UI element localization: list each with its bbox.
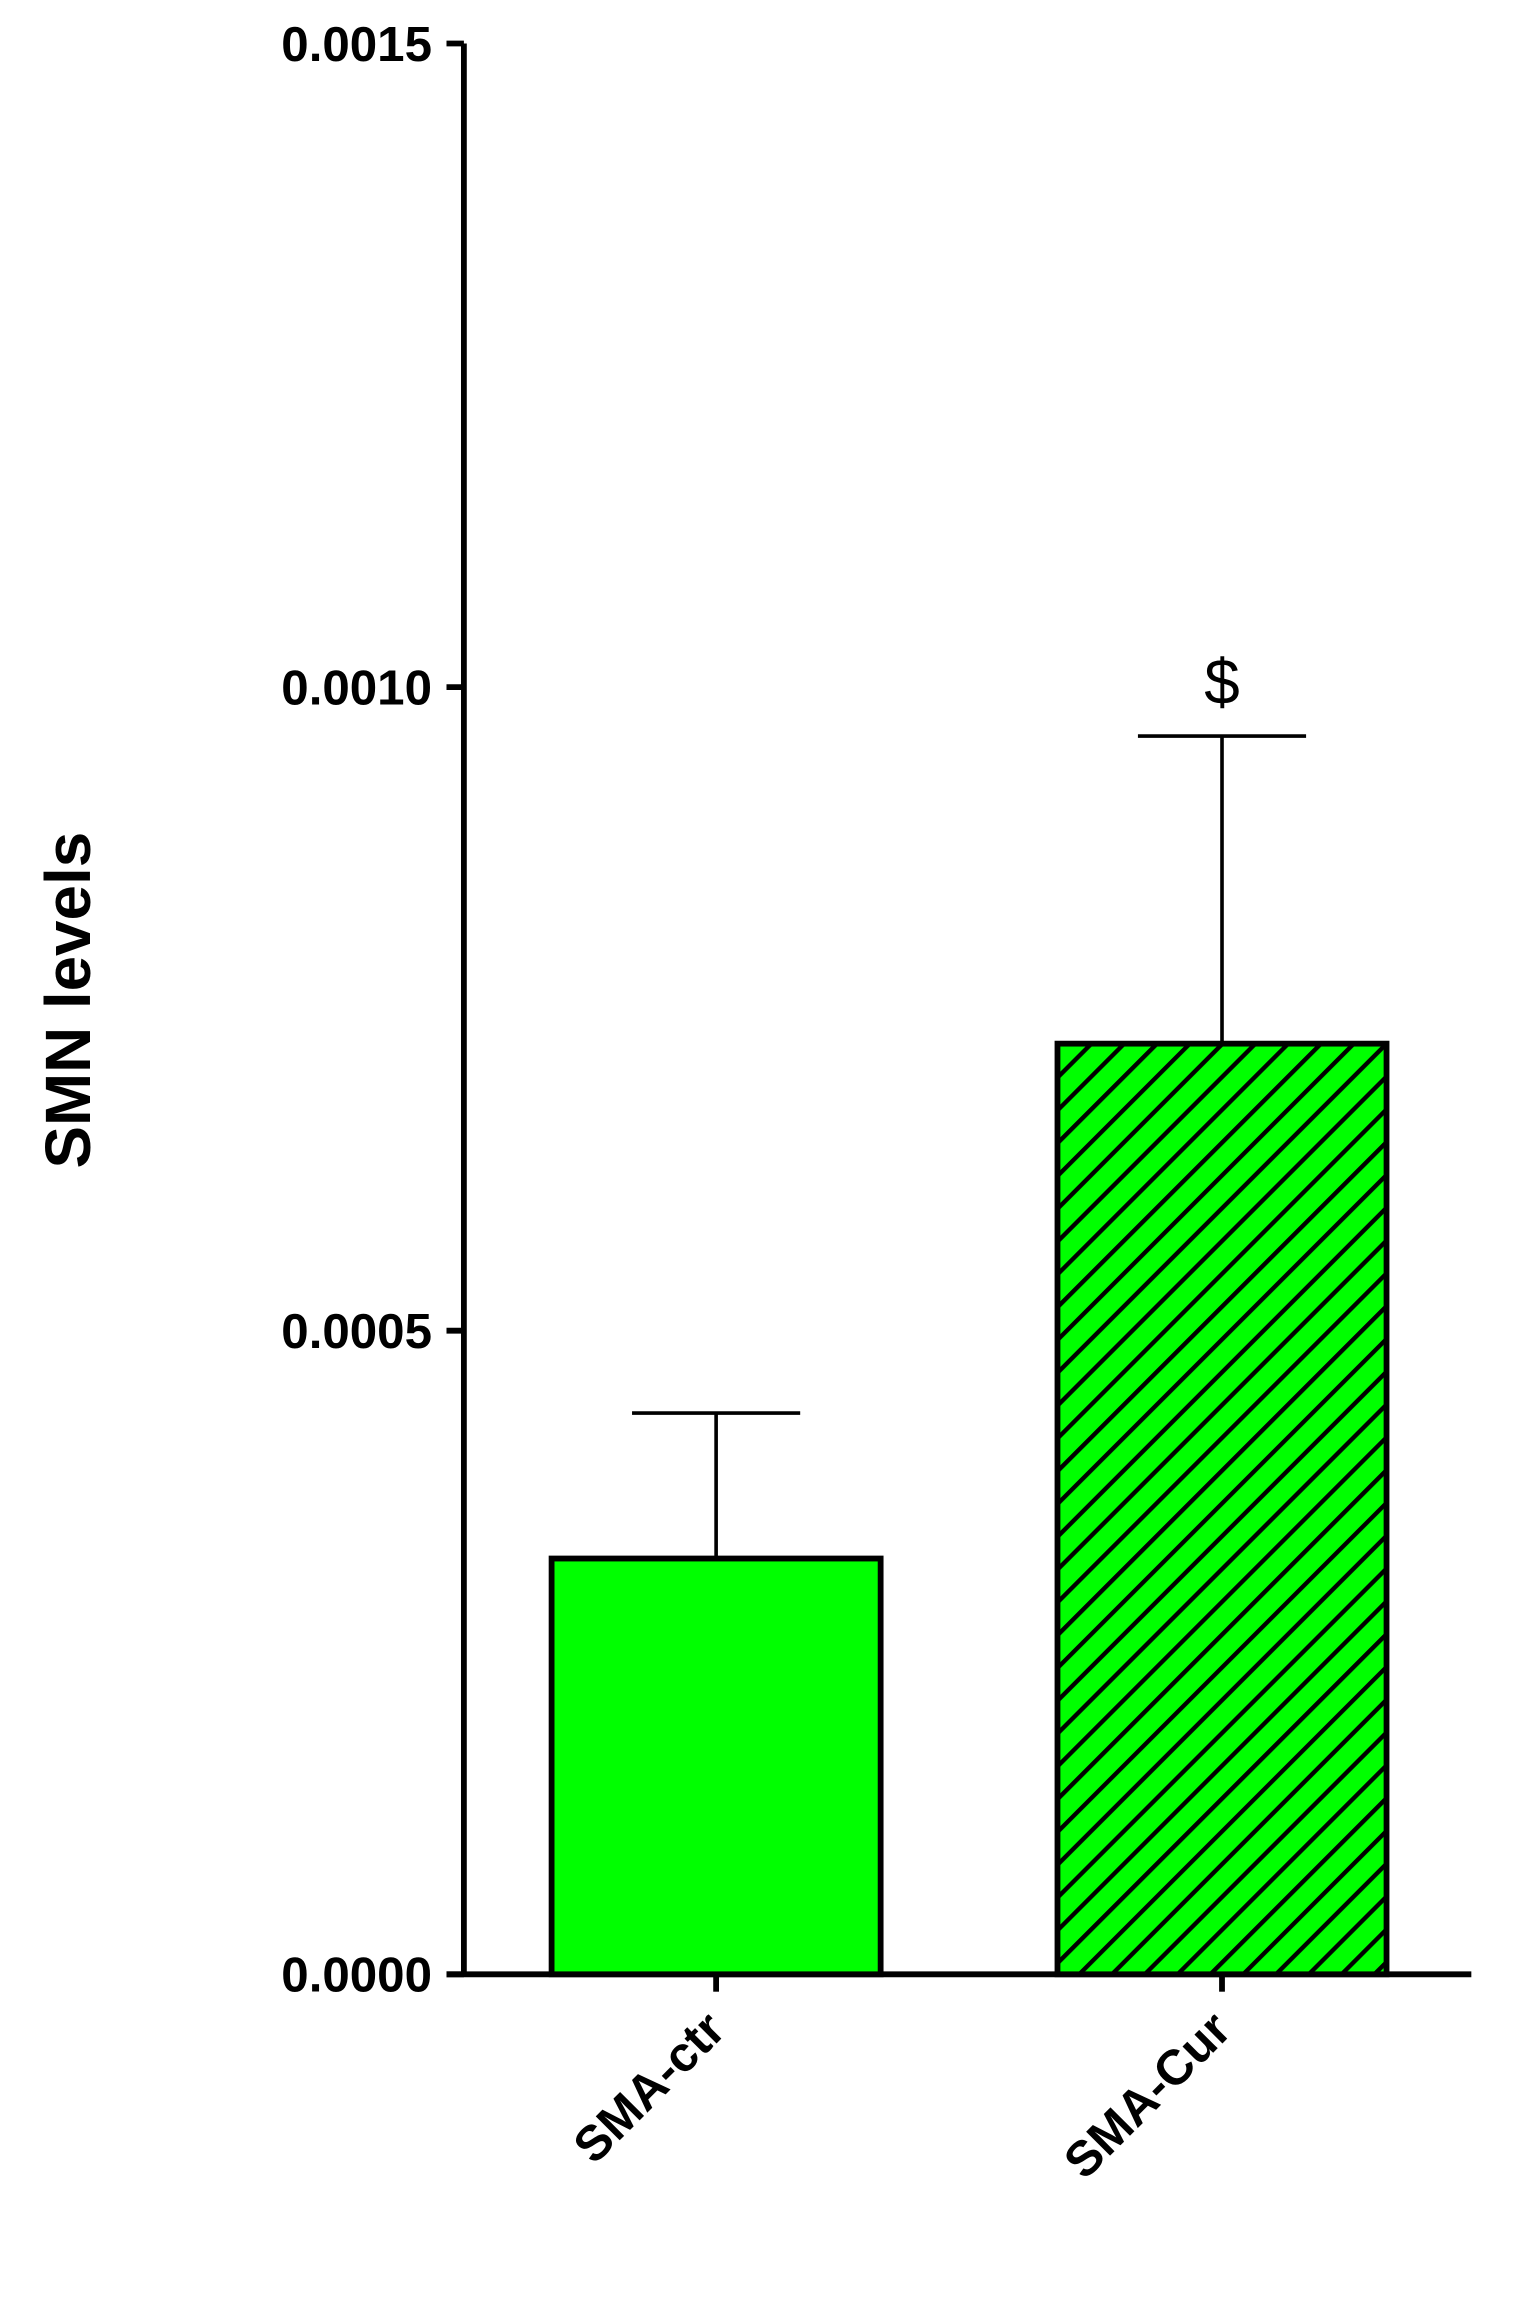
bar [548,1555,884,1978]
annotation: $ [1204,646,1239,718]
bar [1054,1040,1390,1978]
y-tick-label: 0.0005 [281,1304,432,1359]
y-tick-label: 0.0010 [281,660,432,715]
x-tick-label: SMA-ctr [563,2001,735,2173]
x-tick-label: SMA-Cur [1053,2001,1241,2189]
y-axis-label: SMN levels [32,832,104,1169]
y-tick-label: 0.0000 [281,1948,432,2003]
y-tick-label: 0.0015 [281,17,432,72]
